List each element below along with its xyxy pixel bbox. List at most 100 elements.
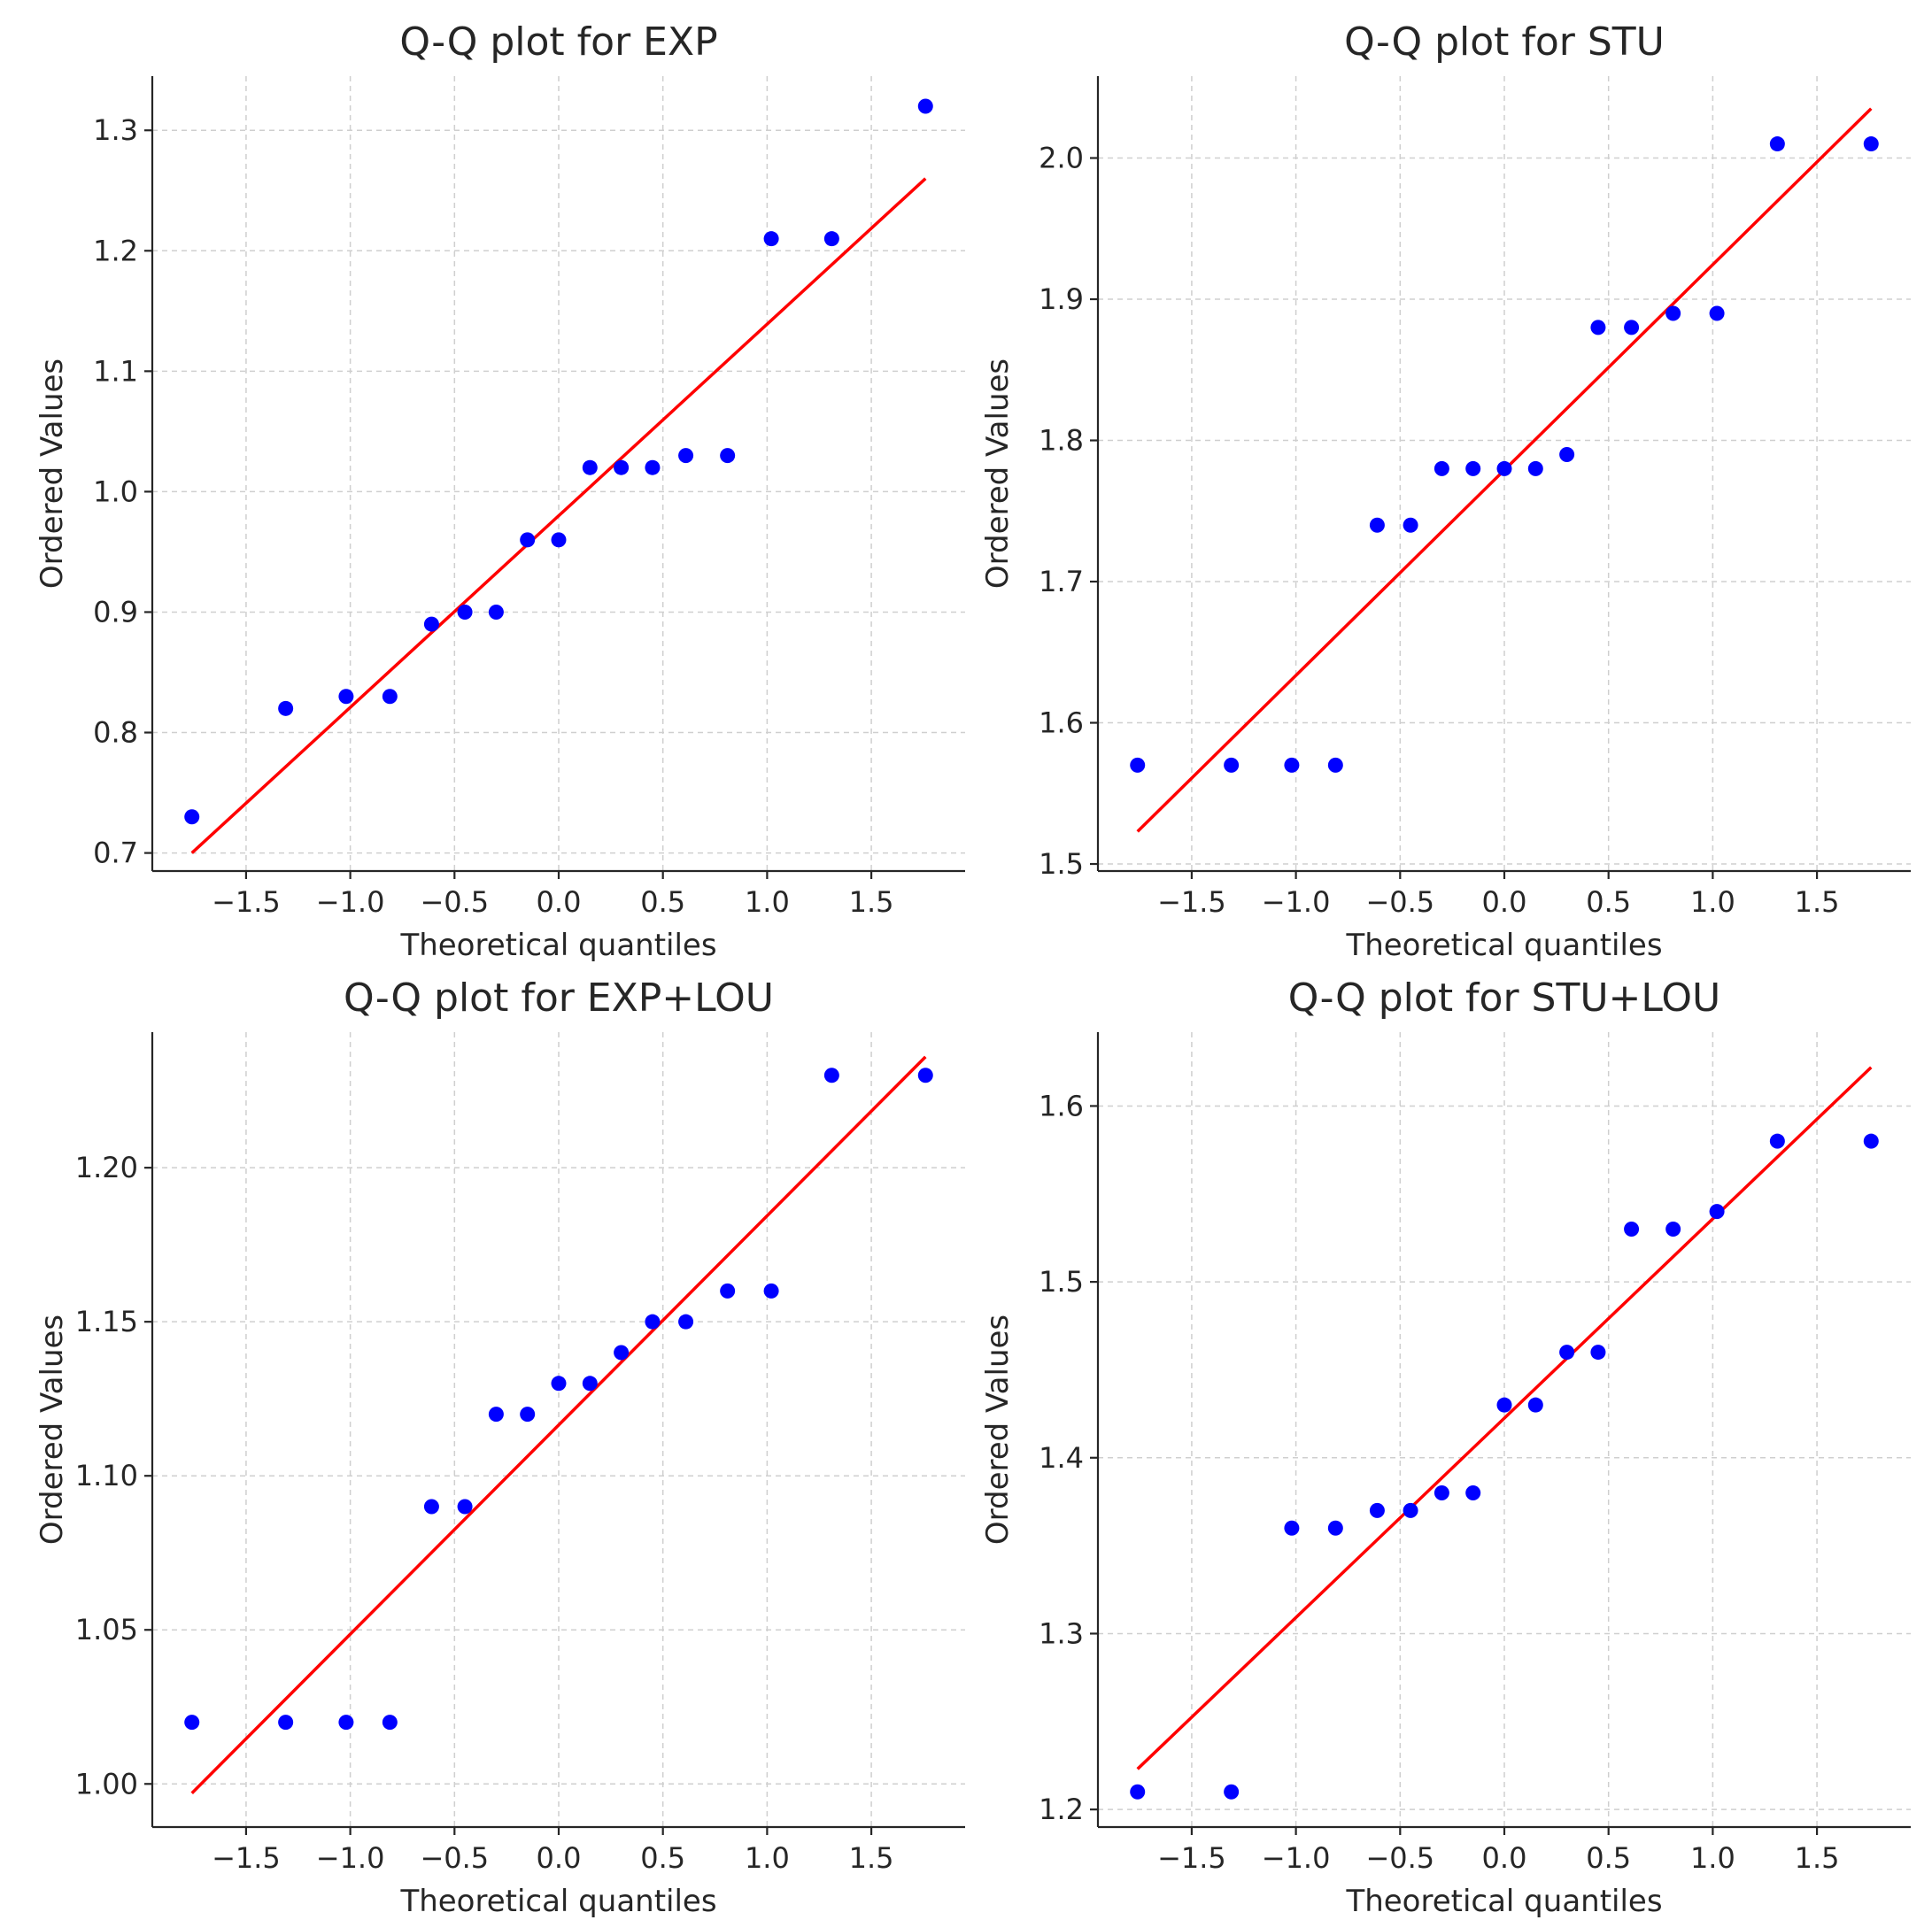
x-tick-label: 1.5 (1795, 1841, 1840, 1875)
chart-title: Q-Q plot for STU (1344, 19, 1665, 65)
data-point (382, 689, 398, 705)
y-tick-label: 1.8 (1039, 424, 1084, 458)
y-tick-label: 1.00 (75, 1767, 138, 1800)
data-point (423, 1499, 439, 1515)
y-tick-label: 1.0 (93, 474, 138, 508)
data-point (1465, 460, 1481, 476)
data-point (1527, 460, 1543, 476)
x-axis-label: Theoretical quantiles (1345, 1884, 1662, 1919)
x-tick-label: −1.0 (316, 885, 385, 919)
x-tick-label: 0.0 (537, 1841, 582, 1875)
data-point (338, 689, 354, 705)
x-tick-label: 1.5 (1795, 885, 1840, 919)
data-point (1709, 1204, 1725, 1220)
data-point (1284, 1520, 1300, 1536)
data-point (720, 1283, 736, 1299)
y-axis-label: Ordered Values (980, 359, 1016, 589)
data-point (520, 532, 536, 548)
x-tick-label: 0.5 (640, 1841, 685, 1875)
x-tick-label: 0.5 (1586, 885, 1631, 919)
data-point (1327, 757, 1343, 773)
data-point (614, 1345, 630, 1361)
x-tick-label: −1.5 (1157, 885, 1226, 919)
data-point (278, 1715, 294, 1731)
data-point (1369, 517, 1385, 533)
data-point (1769, 136, 1785, 152)
data-point (1590, 1345, 1606, 1361)
data-point (1224, 757, 1240, 773)
data-point (1624, 1222, 1640, 1238)
x-tick-label: 1.0 (1690, 1841, 1735, 1875)
fit-line (190, 177, 927, 854)
y-axis-label: Ordered Values (35, 359, 70, 589)
x-tick-label: 1.5 (849, 885, 894, 919)
data-point (1369, 1502, 1385, 1518)
x-tick-label: −1.0 (316, 1841, 385, 1875)
data-point (1284, 757, 1300, 773)
data-point (1863, 136, 1879, 152)
data-point (645, 1314, 661, 1330)
data-point (645, 459, 661, 475)
data-point (614, 459, 630, 475)
data-point (1590, 320, 1606, 335)
data-point (1434, 460, 1449, 476)
x-tick-label: 1.0 (745, 1841, 790, 1875)
y-tick-label: 1.20 (75, 1151, 138, 1184)
y-tick-label: 1.4 (1039, 1441, 1084, 1475)
data-point (1863, 1133, 1879, 1149)
y-tick-label: 0.9 (93, 595, 138, 628)
x-tick-label: −1.5 (212, 885, 281, 919)
data-point (184, 1715, 200, 1731)
data-point (551, 1376, 567, 1392)
x-tick-label: −0.5 (420, 885, 489, 919)
fit-line (190, 1055, 927, 1794)
y-tick-label: 1.05 (75, 1613, 138, 1646)
y-tick-label: 0.7 (93, 837, 138, 870)
y-tick-label: 1.15 (75, 1305, 138, 1338)
data-point (720, 448, 736, 464)
data-point (1709, 305, 1725, 321)
data-point (1665, 1222, 1681, 1238)
x-tick-label: −1.5 (212, 1841, 281, 1875)
y-tick-label: 1.2 (1039, 1793, 1084, 1826)
data-point (917, 1068, 933, 1083)
x-tick-label: 1.0 (745, 885, 790, 919)
data-point (1403, 1502, 1418, 1518)
y-tick-label: 1.6 (1039, 706, 1084, 740)
data-point (1224, 1784, 1240, 1800)
x-tick-label: 1.0 (1690, 885, 1735, 919)
data-point (1403, 517, 1418, 533)
data-point (520, 1407, 536, 1423)
data-point (1527, 1397, 1543, 1413)
data-point (1665, 305, 1681, 321)
x-tick-label: 0.0 (1482, 1841, 1527, 1875)
data-point (382, 1715, 398, 1731)
y-tick-label: 1.7 (1039, 565, 1084, 598)
data-point (763, 1283, 779, 1299)
data-point (823, 1068, 839, 1083)
data-point (763, 231, 779, 247)
y-tick-label: 1.10 (75, 1459, 138, 1492)
data-point (1769, 1133, 1785, 1149)
data-point (488, 604, 504, 620)
x-axis-label: Theoretical quantiles (1345, 928, 1662, 963)
x-tick-label: −1.5 (1157, 1841, 1226, 1875)
x-tick-label: −0.5 (1365, 885, 1434, 919)
data-point (278, 700, 294, 716)
y-tick-label: 1.1 (93, 354, 138, 388)
data-point (1559, 1345, 1575, 1361)
chart-title: Q-Q plot for EXP+LOU (344, 975, 774, 1021)
data-point (582, 459, 598, 475)
data-point (457, 1499, 473, 1515)
qq-panel-3: −1.5 −1.0 −0.5 0.0 0.5 1.0 1.5 1.00 1.05 1.10 1.15… (35, 975, 965, 1919)
y-tick-label: 1.3 (1039, 1616, 1084, 1650)
fit-line (1136, 1066, 1873, 1770)
x-axis-label: Theoretical quantiles (399, 928, 716, 963)
data-point (678, 448, 694, 464)
data-point (184, 809, 200, 825)
chart-title: Q-Q plot for EXP (399, 19, 717, 65)
data-point (1327, 1520, 1343, 1536)
data-point (678, 1314, 694, 1330)
qq-panel-2: −1.5 −1.0 −0.5 0.0 0.5 1.0 1.5 1.5 1.6 1.7 1.8 1.9 2… (980, 19, 1911, 963)
